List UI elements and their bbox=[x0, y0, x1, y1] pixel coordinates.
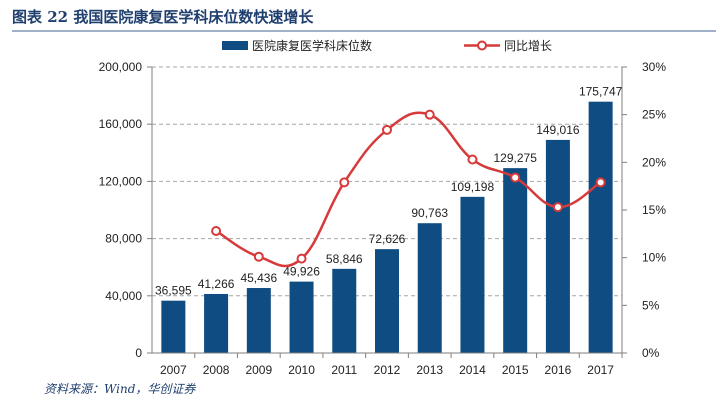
growth-point bbox=[339, 177, 350, 188]
bar bbox=[503, 168, 528, 353]
x-tick-label: 2015 bbox=[502, 363, 529, 377]
y-left-tick-label: 160,000 bbox=[99, 117, 143, 131]
axes: 0 40,000 80,000 120,000 160,000 200,000 0% 5% 10… bbox=[99, 60, 667, 377]
bar bbox=[332, 268, 357, 353]
bar bbox=[460, 196, 485, 353]
y-right-tick-label: 20% bbox=[642, 155, 666, 169]
y-right-tick-label: 10% bbox=[642, 251, 666, 265]
y-left-tick-label: 120,000 bbox=[99, 174, 143, 188]
bar-data-label: 149,016 bbox=[536, 123, 580, 137]
y-left-tick-label: 80,000 bbox=[105, 232, 142, 246]
bar bbox=[161, 300, 186, 353]
x-tick-label: 2013 bbox=[416, 363, 443, 377]
bar-data-label: 36,595 bbox=[155, 284, 192, 298]
legend-bar-swatch bbox=[222, 41, 248, 50]
bar bbox=[588, 101, 613, 353]
bar bbox=[246, 288, 271, 353]
y-left-tick-label: 0 bbox=[135, 346, 142, 360]
growth-point bbox=[424, 109, 435, 120]
y-left-tick-label: 200,000 bbox=[99, 60, 143, 74]
growth-line-layer bbox=[211, 109, 606, 268]
growth-point bbox=[552, 202, 563, 213]
bar bbox=[375, 249, 399, 353]
bar-data-label: 45,436 bbox=[240, 271, 277, 285]
bar-labels: 36,595 41,266 45,436 49,926 58,846 72,626 90,7… bbox=[155, 85, 623, 298]
growth-point bbox=[211, 225, 222, 236]
growth-point bbox=[382, 124, 392, 135]
bar-data-label: 109,198 bbox=[451, 180, 495, 194]
x-tick-label: 2011 bbox=[331, 363, 357, 377]
bar-data-label: 58,846 bbox=[326, 252, 363, 266]
x-tick-label: 2008 bbox=[203, 363, 230, 377]
bar-data-label: 49,926 bbox=[283, 265, 320, 279]
growth-point bbox=[595, 177, 606, 188]
figure-title: 图表 22 我国医院康复医学科床位数快速增长 bbox=[12, 4, 716, 32]
x-tick-label: 2010 bbox=[288, 363, 315, 377]
legend-line-label: 同比增长 bbox=[504, 39, 552, 53]
growth-point bbox=[253, 251, 264, 262]
y-right-tick-label: 0% bbox=[642, 346, 660, 360]
y-right-tick-label: 5% bbox=[642, 298, 660, 312]
bar-data-label: 175,747 bbox=[579, 85, 623, 99]
x-tick-label: 2014 bbox=[459, 363, 486, 377]
bar bbox=[417, 223, 442, 353]
y-left-tick-label: 40,000 bbox=[105, 289, 142, 303]
growth-point bbox=[510, 172, 521, 183]
bar-data-label: 129,275 bbox=[493, 151, 537, 165]
legend: 医院康复医学科床位数 同比增长 bbox=[222, 38, 552, 53]
x-tick-label: 2012 bbox=[374, 363, 401, 377]
x-tick-label: 2016 bbox=[545, 363, 572, 377]
bar-data-label: 72,626 bbox=[369, 232, 406, 246]
bar bbox=[289, 281, 314, 353]
x-tick-label: 2007 bbox=[160, 363, 187, 377]
growth-point bbox=[296, 253, 307, 264]
x-tick-label: 2017 bbox=[587, 363, 614, 377]
y-right-tick-label: 25% bbox=[642, 108, 666, 122]
growth-point bbox=[467, 154, 478, 165]
bar bbox=[545, 139, 570, 353]
bar bbox=[204, 293, 229, 353]
chart: 医院康复医学科床位数 同比增长 36,595 41,266 45,436 49,926… bbox=[99, 38, 667, 377]
legend-line-marker bbox=[477, 40, 487, 51]
bar-data-label: 41,266 bbox=[198, 277, 235, 291]
y-right-tick-label: 15% bbox=[642, 203, 666, 217]
bars bbox=[161, 101, 613, 353]
x-tick-label: 2009 bbox=[245, 363, 272, 377]
bar-data-label: 90,763 bbox=[411, 206, 448, 220]
source-note: 资料来源：Wind，华创证券 bbox=[44, 382, 196, 396]
legend-bar-label: 医院康复医学科床位数 bbox=[252, 38, 372, 53]
y-right-tick-label: 30% bbox=[642, 60, 666, 74]
growth-line bbox=[215, 111, 602, 268]
